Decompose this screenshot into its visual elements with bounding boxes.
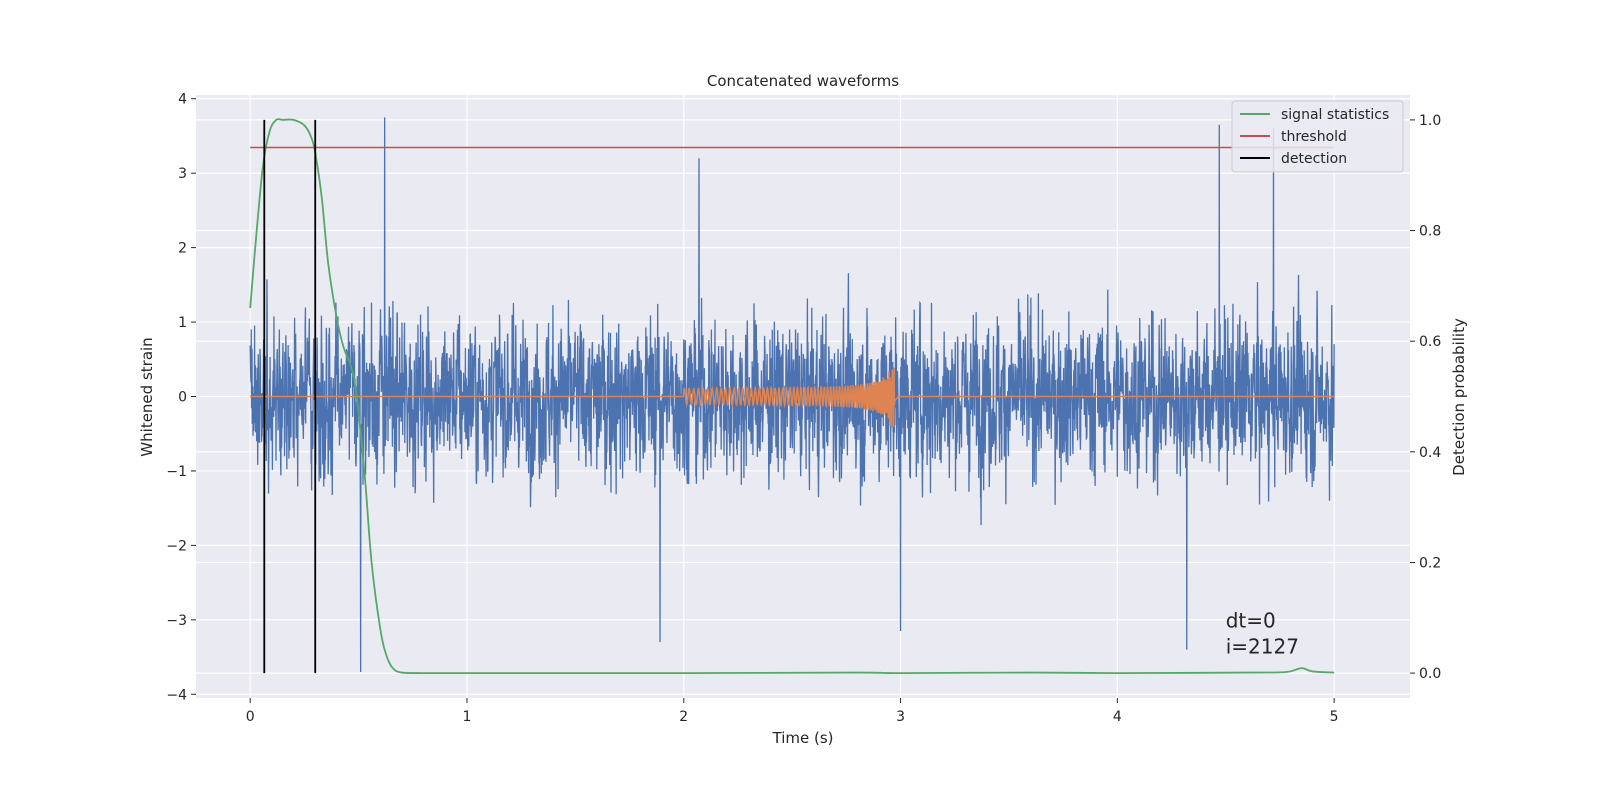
- y-tick-label-5: 1: [178, 315, 187, 331]
- chart-title: Concatenated waveforms: [707, 72, 899, 90]
- x-axis: 0 1 2 3 4 5: [246, 698, 1339, 725]
- x-tick-label-2: 2: [679, 709, 688, 725]
- series-signal-statistics: [249, 118, 1335, 675]
- x-tick-label-0: 0: [246, 709, 255, 725]
- annotations: dt=0i=2127: [1226, 608, 1299, 658]
- y-tick-label-6: 2: [178, 241, 187, 257]
- legend-label-2: detection: [1281, 151, 1347, 167]
- y2-tick-label-4: 0.8: [1419, 224, 1441, 240]
- y-axis-label: Whitened strain: [138, 337, 156, 456]
- series-template: [250, 367, 1335, 428]
- y2-tick-label-2: 0.4: [1419, 445, 1441, 461]
- plot-content: [249, 117, 1335, 675]
- y-axis-label-right: Detection probability: [1450, 318, 1468, 476]
- y-tick-label-4: 0: [178, 390, 187, 406]
- y-tick-label-2: −2: [166, 538, 187, 554]
- series-detection: [263, 119, 317, 674]
- annotation-1: i=2127: [1226, 634, 1299, 658]
- x-tick-label-3: 3: [896, 709, 905, 725]
- y2-tick-label-3: 0.6: [1419, 334, 1441, 350]
- x-tick-label-5: 5: [1330, 709, 1339, 725]
- legend: signal statistics threshold detection: [1231, 100, 1404, 173]
- annotation-0: dt=0: [1226, 608, 1276, 632]
- series-strain: [249, 117, 1335, 672]
- legend-box: [1231, 100, 1404, 173]
- y-tick-label-1: −3: [166, 613, 187, 629]
- y-tick-label-7: 3: [178, 166, 187, 182]
- left-axis: −4 −3 −2 −1 0 1 2 3 4: [166, 92, 196, 703]
- y-tick-label-8: 4: [178, 92, 187, 108]
- right-axis: 0.0 0.2 0.4 0.6 0.8 1.0: [1410, 113, 1441, 682]
- y2-tick-label-5: 1.0: [1419, 113, 1441, 129]
- y-tick-label-0: −4: [166, 687, 187, 703]
- x-axis-label: Time (s): [772, 729, 834, 747]
- legend-label-0: signal statistics: [1281, 107, 1389, 123]
- y-tick-label-3: −1: [166, 464, 187, 480]
- y2-tick-label-0: 0.0: [1419, 666, 1441, 682]
- x-tick-label-4: 4: [1113, 709, 1122, 725]
- x-tick-label-1: 1: [463, 709, 472, 725]
- legend-label-1: threshold: [1281, 129, 1347, 145]
- y2-tick-label-1: 0.2: [1419, 555, 1441, 571]
